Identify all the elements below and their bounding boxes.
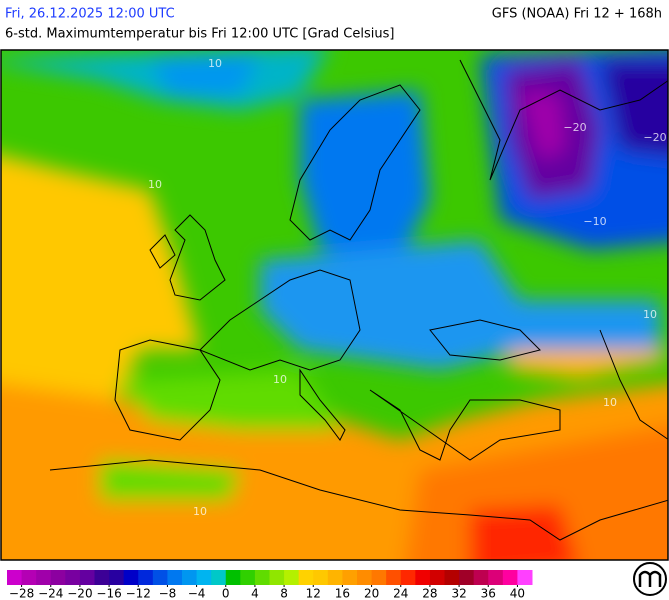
temperature-field (1, 50, 668, 560)
legend-tick-label: 20 (364, 587, 379, 600)
legend-swatch (284, 570, 300, 585)
legend-swatch (415, 570, 431, 585)
legend-tick-label: −4 (188, 587, 206, 600)
contour-label: 10 (193, 505, 207, 518)
legend-swatch (429, 570, 445, 585)
legend-swatch (182, 570, 198, 585)
legend-swatch (167, 570, 183, 585)
legend-swatch (371, 570, 387, 585)
italy (299, 368, 346, 441)
legend-swatch (473, 570, 489, 585)
legend-swatch (21, 570, 37, 585)
balkans-turkey (369, 389, 561, 461)
legend-swatch (254, 570, 270, 585)
legend-tick-label: 40 (510, 587, 525, 600)
contour-label: −20 (643, 131, 666, 144)
legend-tick-label: 28 (422, 587, 437, 600)
british-isles (169, 214, 226, 301)
legend-tick-label: 24 (393, 587, 408, 600)
north-africa (49, 459, 668, 541)
legend-swatch (298, 570, 314, 585)
legend-swatch (386, 570, 402, 585)
logo (633, 562, 667, 596)
legend-swatch (109, 570, 125, 585)
legend-swatch (459, 570, 475, 585)
legend-swatch (400, 570, 416, 585)
legend-tick-label: −24 (38, 587, 63, 600)
subtitle: 6-std. Maximumtemperatur bis Fri 12:00 U… (5, 27, 394, 42)
legend-swatch (444, 570, 460, 585)
black-sea (429, 319, 541, 361)
contour-label: −20 (563, 121, 586, 134)
legend-swatch (7, 570, 23, 585)
iberia (114, 339, 221, 441)
legend-swatch (488, 570, 504, 585)
contour-label: 10 (643, 308, 657, 321)
legend-tick-label: 36 (481, 587, 496, 600)
legend-swatch (94, 570, 110, 585)
model-run: GFS (NOAA) Fri 12 + 168h (492, 7, 662, 22)
legend-swatch (36, 570, 52, 585)
legend-tick-label: 16 (335, 587, 350, 600)
legend-swatch (240, 570, 256, 585)
central-europe (199, 269, 361, 371)
legend-swatch (79, 570, 95, 585)
legend-swatch (123, 570, 139, 585)
legend-tick-label: −12 (126, 587, 151, 600)
legend-tick-label: 12 (306, 587, 321, 600)
legend-swatch (50, 570, 66, 585)
legend-swatch (196, 570, 212, 585)
legend-swatch (313, 570, 329, 585)
scandinavia (289, 84, 421, 241)
date: Fri, 26.12.2025 12:00 UTC (5, 7, 175, 22)
legend-swatch (225, 570, 241, 585)
coastlines (49, 59, 668, 541)
legend-tick-label: 8 (280, 587, 288, 600)
map (1, 50, 668, 560)
legend-swatch (502, 570, 518, 585)
map-frame (0, 49, 669, 561)
legend-swatch (517, 570, 533, 585)
contour-label: 10 (208, 57, 222, 70)
legend-swatch (138, 570, 154, 585)
legend-tick-label: 0 (222, 587, 230, 600)
legend-swatch (342, 570, 358, 585)
contour-label: 10 (603, 396, 617, 409)
arctic-coast (459, 59, 668, 181)
contour-label: 10 (273, 373, 287, 386)
contour-label: 10 (148, 178, 162, 191)
legend-swatch (327, 570, 343, 585)
legend-swatch (65, 570, 81, 585)
legend-tick-label: −20 (67, 587, 92, 600)
caspian (599, 329, 668, 440)
contour-label: −10 (583, 215, 606, 228)
legend-tick-label: −8 (159, 587, 177, 600)
legend-swatch (357, 570, 373, 585)
legend-tick-label: −16 (96, 587, 121, 600)
ireland (149, 234, 176, 269)
legend-swatch (269, 570, 285, 585)
legend-swatch (211, 570, 227, 585)
legend-tick-label: 4 (251, 587, 259, 600)
legend-swatch (152, 570, 168, 585)
legend-tick-label: 32 (451, 587, 466, 600)
legend-tick-label: −28 (9, 587, 34, 600)
